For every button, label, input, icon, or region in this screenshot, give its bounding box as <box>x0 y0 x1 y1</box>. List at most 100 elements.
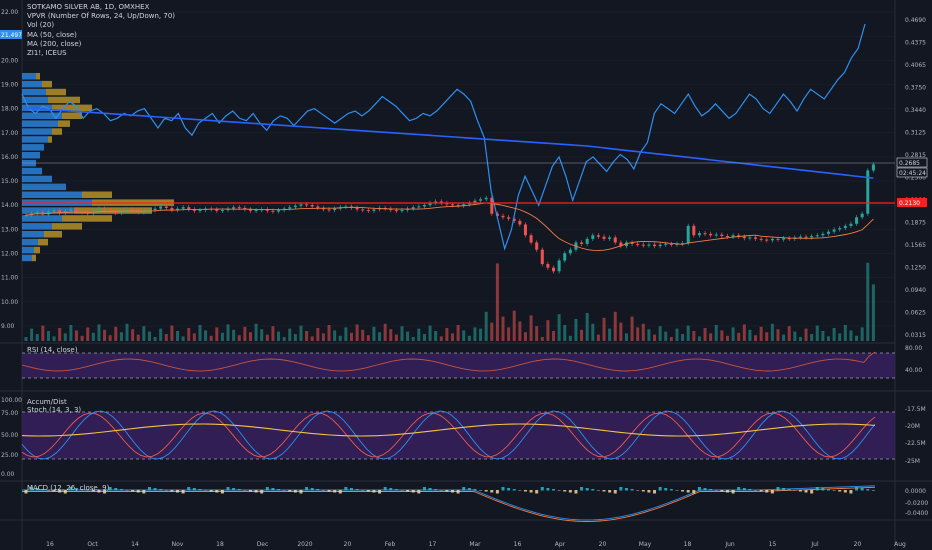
volume-bar <box>305 331 309 341</box>
candle <box>765 239 769 241</box>
candle <box>731 235 735 237</box>
candle <box>714 234 718 236</box>
rsi-label[interactable]: RSI (14, close) <box>27 346 78 354</box>
macd-hist-bar <box>714 490 718 491</box>
macd-hist-bar <box>170 490 174 492</box>
left-axis-tick: 16.00 <box>1 154 18 161</box>
volume-bar <box>608 328 612 341</box>
candle <box>293 205 297 208</box>
volume-bar <box>103 329 107 341</box>
profile-bar-down <box>74 207 152 214</box>
candle <box>69 209 73 211</box>
candle <box>333 208 337 211</box>
vol-label[interactable]: Vol (20) <box>27 21 55 30</box>
volume-bar <box>232 329 236 341</box>
macd-hist-bar <box>366 490 370 492</box>
stoch-axis-tick: 0.00 <box>1 471 15 478</box>
candle <box>568 249 572 254</box>
stoch-label[interactable]: Stoch (14, 3, 3) <box>27 406 82 414</box>
macd-hist-bar <box>445 490 449 492</box>
right-axis-tick: 0.3440 <box>905 107 926 114</box>
left-axis-tick: 13.00 <box>1 226 18 233</box>
profile-bar-down <box>62 215 112 222</box>
candle <box>580 242 584 244</box>
volume-bar <box>849 330 853 341</box>
time-tick: Oct <box>87 541 98 548</box>
volume-bar <box>855 335 859 341</box>
volume-bar <box>428 325 432 341</box>
volume-bar <box>826 336 830 341</box>
left-axis-tick: 9.00 <box>1 323 15 330</box>
candle <box>866 170 870 214</box>
volume-bar <box>125 323 129 341</box>
volume-bar <box>220 332 224 341</box>
vpvr-label[interactable]: VPVR (Number Of Rows, 24, Up/Down, 70) <box>27 12 176 21</box>
candle <box>75 209 79 212</box>
volume-bar <box>866 262 870 341</box>
volume-bar <box>237 335 241 341</box>
macd-hist-bar <box>636 490 640 491</box>
candle <box>843 225 847 229</box>
volume-bar <box>378 332 382 341</box>
macd-hist-bar <box>24 490 28 494</box>
volume-bar <box>198 325 202 341</box>
profile-bar-up <box>22 120 58 127</box>
macd-hist-bar <box>220 490 224 494</box>
ad-label[interactable]: Accum/Dist <box>27 398 67 406</box>
candle <box>400 210 404 212</box>
macd-hist-bar <box>411 490 415 493</box>
volume-bar <box>422 334 426 341</box>
volume-bar <box>254 323 258 341</box>
candle <box>709 233 713 236</box>
macd-hist-bar <box>97 490 101 493</box>
volume-bar <box>686 325 690 341</box>
volume-bar <box>681 334 685 341</box>
volume-bars <box>24 262 875 341</box>
macd-hist-bar <box>804 490 808 493</box>
profile-bar-down <box>52 128 62 135</box>
macd-hist-bar <box>164 490 168 491</box>
volume-bar <box>41 325 45 341</box>
macd-hist-bar <box>209 490 213 492</box>
volume-bar <box>80 335 84 341</box>
candle <box>742 236 746 239</box>
profile-bar-up <box>22 73 36 80</box>
volume-bar <box>170 325 174 341</box>
candle <box>563 253 567 261</box>
volume-bar <box>462 330 466 341</box>
volume-bar <box>282 337 286 341</box>
volume-bar <box>624 333 628 341</box>
compare-label[interactable]: ZI1!, ICEUS <box>27 49 67 58</box>
macd-hist-bar <box>782 488 786 491</box>
sub-axis-tick: -25M <box>905 458 920 465</box>
volume-bar <box>507 327 511 341</box>
macd-hist-bar <box>574 490 578 494</box>
profile-bar-down <box>34 246 40 254</box>
macd-hist-bar <box>321 490 325 491</box>
time-tick: 2020 <box>297 541 312 548</box>
candle <box>277 210 281 212</box>
volume-bar <box>613 311 617 341</box>
macd-hist-bar <box>787 489 791 491</box>
sub-axis-tick: -0.0200 <box>905 500 928 507</box>
sub-axis-tick: 40.00 <box>905 367 922 374</box>
macd-hist-bar <box>176 490 180 493</box>
stoch-axis-tick: 25.00 <box>1 452 18 459</box>
macd-hist-bar <box>327 490 331 492</box>
macd-label[interactable]: MACD (12, 26, close, 9) <box>27 484 110 492</box>
profile-bar-up <box>22 96 48 104</box>
ma50-label[interactable]: MA (50, close) <box>27 30 77 39</box>
profile-bar-up <box>22 231 44 238</box>
macd-hist-bar <box>602 490 606 492</box>
volume-bar <box>366 335 370 341</box>
volume-bar <box>815 325 819 341</box>
macd-hist-bar <box>675 490 679 491</box>
level-price-label: 0.2130 <box>899 200 920 207</box>
volume-bar <box>748 329 752 341</box>
macd-hist-bar <box>669 489 673 491</box>
ma200-label[interactable]: MA (200, close) <box>27 39 82 48</box>
macd-hist-bar <box>838 490 842 492</box>
candle <box>473 200 477 203</box>
candle <box>288 207 292 209</box>
volume-bar <box>495 263 499 341</box>
